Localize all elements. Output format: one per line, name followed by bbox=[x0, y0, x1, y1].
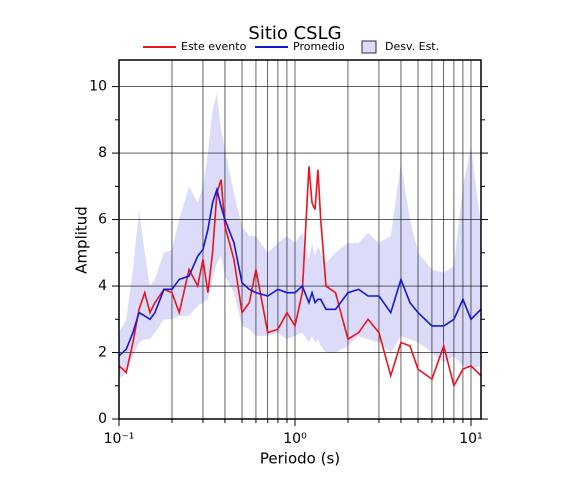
series-line bbox=[118, 186, 482, 357]
legend-label: Este evento bbox=[181, 40, 247, 53]
series-line bbox=[118, 166, 482, 388]
legend-label: Desv. Est. bbox=[385, 40, 439, 53]
x-axis-label: Periodo (s) bbox=[260, 450, 340, 468]
y-tick-label: 4 bbox=[98, 278, 107, 294]
legend-swatch bbox=[361, 40, 377, 54]
x-tick-label: 10⁰ bbox=[283, 431, 307, 447]
chart-title: Sitio CSLG bbox=[248, 23, 341, 44]
legend-label: Promedio bbox=[293, 40, 345, 53]
y-tick-label: 8 bbox=[98, 145, 107, 161]
x-tick-label: 10⁻¹ bbox=[104, 431, 135, 447]
y-tick-label: 6 bbox=[98, 212, 107, 228]
y-tick-label: 0 bbox=[98, 411, 107, 427]
y-tick-label: 2 bbox=[98, 345, 107, 361]
std-band bbox=[119, 93, 481, 380]
y-axis-label: Amplitud bbox=[73, 206, 91, 274]
plot-frame bbox=[118, 59, 482, 420]
x-tick-label: 10¹ bbox=[459, 431, 482, 447]
y-tick-label: 10 bbox=[89, 79, 107, 95]
